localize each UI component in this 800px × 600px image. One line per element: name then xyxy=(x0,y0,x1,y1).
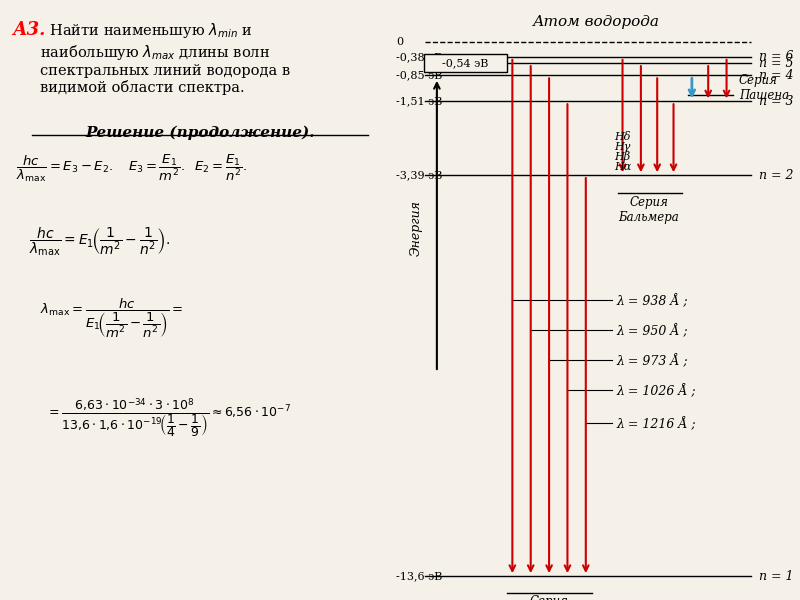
Text: Hβ: Hβ xyxy=(614,151,630,162)
Text: $\dfrac{hc}{\lambda_{\max}} = E_1\!\left(\dfrac{1}{m^2} - \dfrac{1}{n^2}\right).: $\dfrac{hc}{\lambda_{\max}} = E_1\!\left… xyxy=(29,225,171,258)
FancyBboxPatch shape xyxy=(424,54,507,72)
Text: Найти наименьшую $\lambda_{min}$ и
наибольшую $\lambda_{max}$ длины волн
спектра: Найти наименьшую $\lambda_{min}$ и наибо… xyxy=(40,21,290,95)
Text: n = 5: n = 5 xyxy=(759,57,794,70)
Text: λ = 938 Å ;: λ = 938 Å ; xyxy=(616,293,688,307)
Text: Серия
Бальмера: Серия Бальмера xyxy=(618,196,679,224)
Text: Hγ: Hγ xyxy=(614,142,630,152)
Text: Решение (продолжение).: Решение (продолжение). xyxy=(86,126,314,140)
Text: Серия
Лаймана: Серия Лаймана xyxy=(521,595,577,600)
Text: Hα: Hα xyxy=(614,161,632,172)
Text: n = 2: n = 2 xyxy=(759,169,794,182)
Text: А3.: А3. xyxy=(12,21,46,39)
Text: λ = 950 Å ;: λ = 950 Å ; xyxy=(616,323,688,337)
Text: n = 1: n = 1 xyxy=(759,569,794,583)
Text: Атом водорода: Атом водорода xyxy=(533,15,659,29)
Text: 0: 0 xyxy=(396,37,403,47)
Text: λ = 973 Å ;: λ = 973 Å ; xyxy=(616,353,688,367)
Text: -0,38 эВ: -0,38 эВ xyxy=(396,52,442,62)
Text: λ = 1216 Å ;: λ = 1216 Å ; xyxy=(616,416,696,430)
Text: -0,54 эВ: -0,54 эВ xyxy=(442,58,489,68)
Text: n = 4: n = 4 xyxy=(759,69,794,82)
Text: Серия
Пашена: Серия Пашена xyxy=(739,74,789,103)
Text: Энергия: Энергия xyxy=(410,200,423,256)
Text: n = 3: n = 3 xyxy=(759,95,794,108)
Text: $= \dfrac{6{,}63\cdot10^{-34}\cdot 3\cdot10^{8}}{13{,}6\cdot1{,}6\cdot10^{-19}\!: $= \dfrac{6{,}63\cdot10^{-34}\cdot 3\cdo… xyxy=(46,396,290,440)
Text: $\dfrac{hc}{\lambda_{\max}} = E_3 - E_2.$$\quad E_3 = \dfrac{E_1}{m^2}.$$\;\; E_: $\dfrac{hc}{\lambda_{\max}} = E_3 - E_2.… xyxy=(16,153,247,184)
Text: n = 6: n = 6 xyxy=(759,50,794,64)
Text: -1,51 эВ: -1,51 эВ xyxy=(396,96,442,106)
Text: Hδ: Hδ xyxy=(614,132,631,142)
Text: λ = 1026 Å ;: λ = 1026 Å ; xyxy=(616,383,696,397)
Text: $\lambda_{\max} = \dfrac{hc}{E_1\!\left(\dfrac{1}{m^2} - \dfrac{1}{n^2}\right)} : $\lambda_{\max} = \dfrac{hc}{E_1\!\left(… xyxy=(40,297,184,340)
Text: -3,39 эВ: -3,39 эВ xyxy=(396,170,442,180)
Text: -0,85 эВ: -0,85 эВ xyxy=(396,70,442,80)
Text: -13,6 эВ: -13,6 эВ xyxy=(396,571,442,581)
